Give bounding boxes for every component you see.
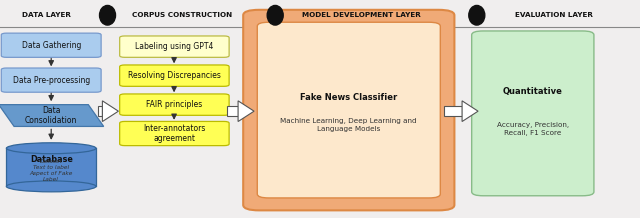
Text: EVALUATION LAYER: EVALUATION LAYER: [515, 12, 593, 18]
Bar: [227, 106, 238, 116]
FancyBboxPatch shape: [1, 33, 101, 57]
Text: Fake News Classifier: Fake News Classifier: [300, 92, 397, 102]
Ellipse shape: [6, 143, 96, 154]
Text: DATA LAYER: DATA LAYER: [22, 12, 71, 18]
Text: Inter-annotators
agreement: Inter-annotators agreement: [143, 124, 205, 143]
FancyBboxPatch shape: [120, 65, 229, 86]
Text: Accuracy, Precision,
Recall, F1 Score: Accuracy, Precision, Recall, F1 Score: [497, 122, 569, 136]
Text: Quantitative: Quantitative: [503, 87, 563, 96]
Bar: [444, 106, 462, 116]
Text: Labeling using GPT4: Labeling using GPT4: [135, 42, 214, 51]
FancyBboxPatch shape: [120, 121, 229, 146]
Ellipse shape: [468, 5, 485, 25]
Text: Data Gathering: Data Gathering: [22, 41, 81, 50]
Text: Resolving Discrepancies: Resolving Discrepancies: [128, 71, 221, 80]
Text: CORPUS CONSTRUCTION: CORPUS CONSTRUCTION: [132, 12, 232, 18]
FancyBboxPatch shape: [120, 36, 229, 57]
Polygon shape: [462, 101, 478, 122]
Bar: [98, 106, 102, 116]
Text: Machine Learning, Deep Learning and
Language Models: Machine Learning, Deep Learning and Lang…: [280, 118, 417, 132]
FancyBboxPatch shape: [472, 31, 594, 196]
Polygon shape: [0, 105, 104, 126]
Text: Dataset
Text to label
Aspect of Fake
Label: Dataset Text to label Aspect of Fake Lab…: [29, 159, 73, 182]
Polygon shape: [102, 101, 118, 122]
FancyBboxPatch shape: [1, 68, 101, 92]
Text: Data Pre-processing: Data Pre-processing: [13, 76, 90, 85]
FancyBboxPatch shape: [257, 22, 440, 198]
Ellipse shape: [6, 181, 96, 192]
Text: Data
Consolidation: Data Consolidation: [25, 106, 77, 125]
Text: MODEL DEVELOPMENT LAYER: MODEL DEVELOPMENT LAYER: [302, 12, 421, 18]
FancyBboxPatch shape: [120, 94, 229, 115]
Ellipse shape: [268, 5, 283, 25]
Text: FAIR principles: FAIR principles: [147, 100, 202, 109]
FancyBboxPatch shape: [243, 10, 454, 210]
Bar: [6, 148, 96, 186]
Ellipse shape: [100, 5, 116, 25]
Polygon shape: [238, 101, 254, 122]
Text: Database: Database: [30, 155, 72, 164]
